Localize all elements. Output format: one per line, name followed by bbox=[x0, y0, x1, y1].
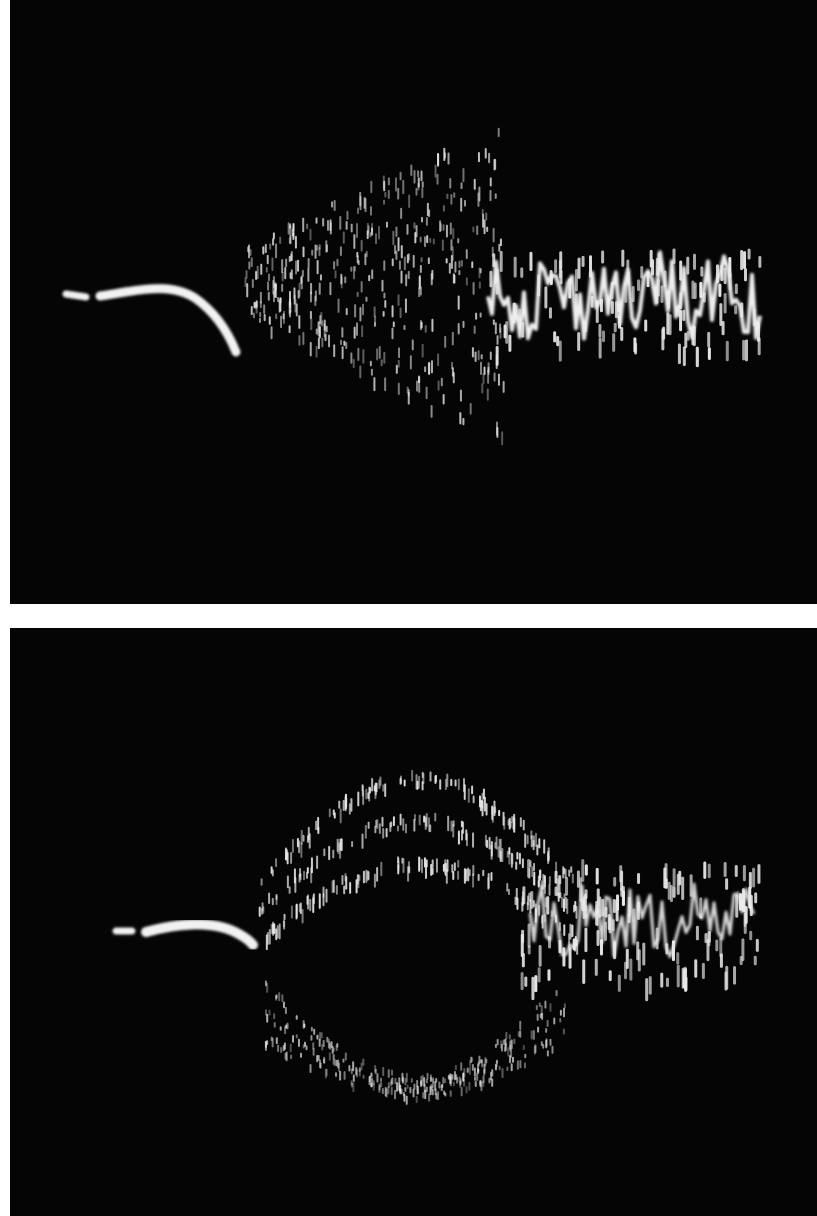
trace-curve bbox=[95, 284, 241, 357]
noisy-trace bbox=[486, 250, 762, 341]
top-trace bbox=[62, 284, 241, 357]
bottom-panel bbox=[10, 628, 817, 1216]
scatter-dots bbox=[244, 127, 762, 1105]
top-panel bbox=[10, 0, 817, 604]
bottom-trace bbox=[112, 919, 258, 950]
trace-dash bbox=[62, 290, 90, 301]
trace-curve bbox=[141, 919, 258, 950]
noisy-trace bbox=[528, 882, 756, 959]
